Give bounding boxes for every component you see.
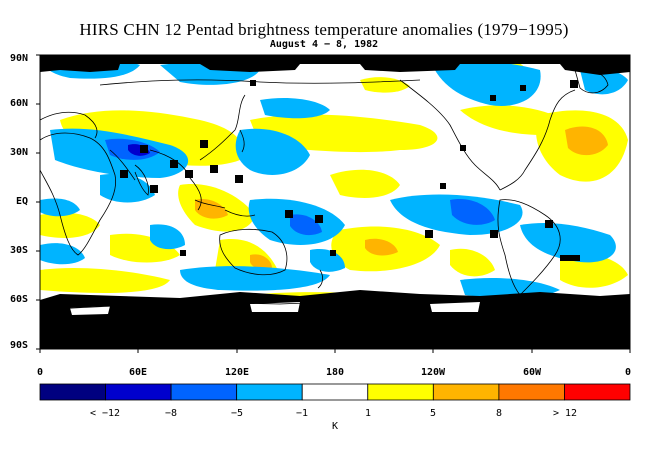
axis-ticks [36, 54, 631, 353]
colorbar-swatch-8 [498, 383, 565, 401]
colorbar-label-8: > 12 [552, 408, 578, 419]
missing-data-cells [120, 80, 580, 261]
lat-label-30s: 30S [9, 245, 28, 256]
colorbar-swatch-3 [170, 383, 238, 401]
lon-label-0-end: 0 [624, 367, 632, 378]
map-field [40, 55, 630, 349]
lat-label-90s: 90S [9, 340, 28, 351]
lat-label-60s: 60S [9, 294, 28, 305]
lon-label-60e: 60E [128, 367, 148, 378]
colorbar-label-3: −5 [230, 408, 244, 419]
colorbar-label-6: 5 [429, 408, 437, 419]
colorbar-swatch-9 [564, 383, 631, 401]
lon-label-180: 180 [325, 367, 345, 378]
lon-label-0: 0 [36, 367, 44, 378]
colorbar-label-7: 8 [495, 408, 503, 419]
colorbar-swatch-2 [105, 383, 172, 401]
colorbar-swatch-5 [301, 383, 369, 401]
colorbar-swatch-1 [39, 383, 106, 401]
coastlines [40, 69, 630, 311]
colorbar-swatch-7 [432, 383, 500, 401]
colorbar-label-4: −1 [295, 408, 309, 419]
colorbar-unit: K [331, 421, 339, 432]
antarctic-gaps [70, 302, 480, 315]
lat-label-30n: 30N [9, 147, 28, 158]
lat-label-60n: 60N [9, 98, 28, 109]
map-subtitle: August 4 − 8, 1982 [269, 39, 379, 50]
lon-label-120e: 120E [224, 367, 250, 378]
lat-label-90n: 90N [9, 53, 28, 64]
colorbar-swatch-6 [367, 383, 434, 401]
colorbar-label-1: < −12 [89, 408, 121, 419]
colorbar-swatch-4 [236, 383, 303, 401]
map-title: HIRS CHN 12 Pentad brightness temperatur… [79, 20, 569, 39]
colorbar-label-2: −8 [164, 408, 178, 419]
strong-positive-anomaly-regions [195, 126, 608, 270]
lat-label-eq: EQ [15, 196, 28, 207]
colorbar-swatches [39, 383, 631, 401]
lon-label-120w: 120W [420, 367, 446, 378]
no-data-regions [40, 55, 630, 349]
lon-label-60w: 60W [522, 367, 542, 378]
colorbar-label-5: 1 [364, 408, 372, 419]
